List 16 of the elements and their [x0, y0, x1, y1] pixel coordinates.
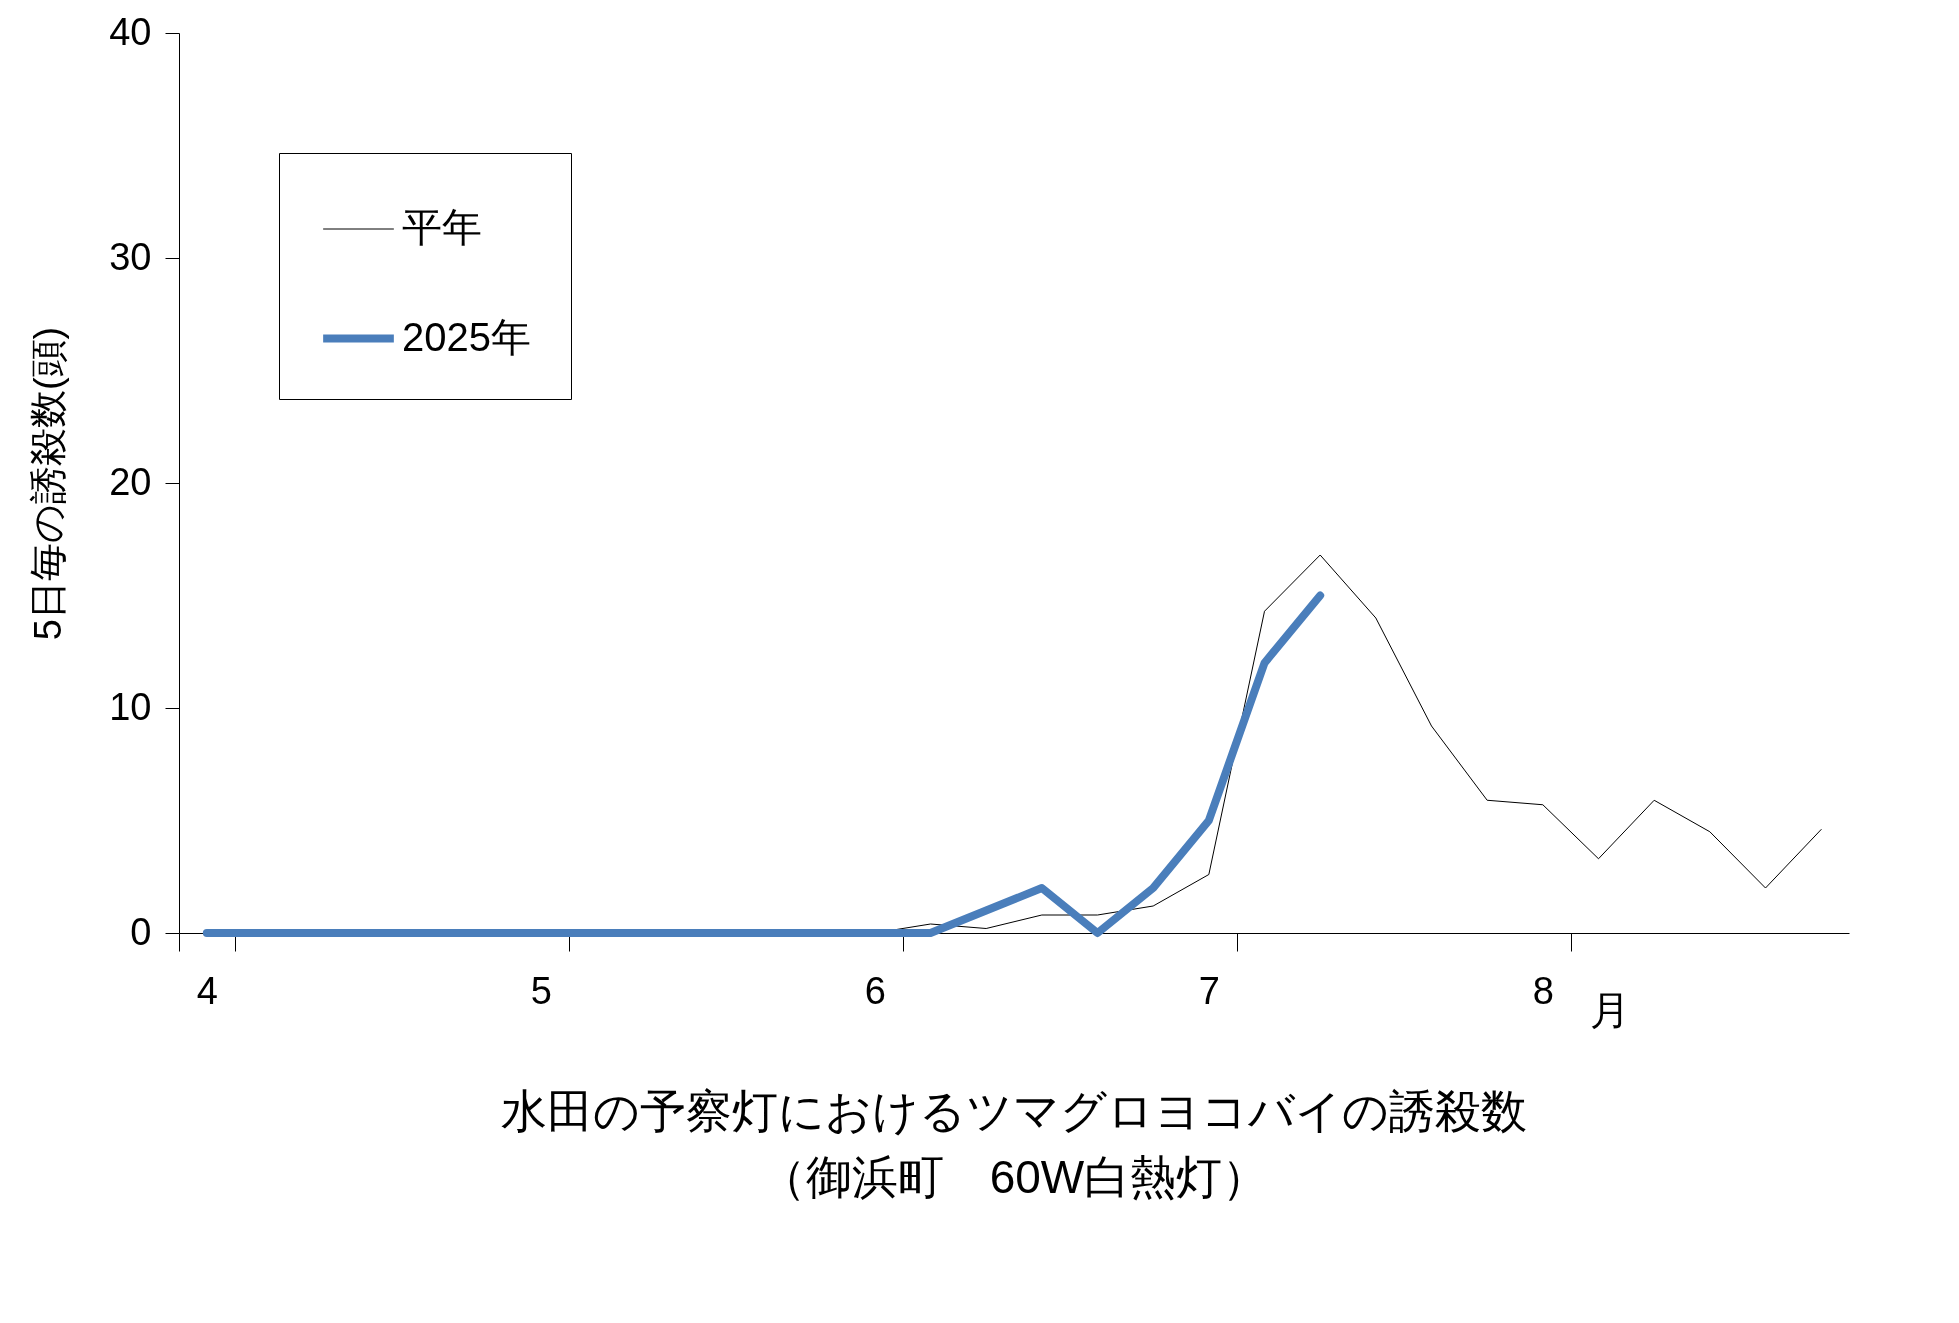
y-tick-label: 40	[109, 10, 152, 53]
x-axis-title: 月	[1589, 987, 1630, 1032]
legend-label: 2025年	[402, 314, 531, 359]
x-tick-label: 4	[196, 969, 218, 1012]
x-tick-label: 8	[1532, 969, 1554, 1012]
y-tick-label: 20	[109, 460, 152, 503]
text: （御浜町 60W白熱灯）	[759, 1151, 1269, 1203]
x-tick-label: 7	[1198, 969, 1220, 1012]
y-axis-title: 5日毎の誘殺数(頭)	[27, 326, 70, 641]
text: 水田の予察灯におけるツマグロヨコバイの誘殺数	[501, 1085, 1527, 1137]
y-tick-label: 0	[130, 910, 152, 953]
y-tick-label: 10	[109, 685, 152, 728]
x-tick-label: 6	[864, 969, 886, 1012]
y-tick-label: 30	[109, 235, 152, 278]
x-tick-label: 5	[530, 969, 552, 1012]
legend-label: 平年	[402, 205, 482, 249]
